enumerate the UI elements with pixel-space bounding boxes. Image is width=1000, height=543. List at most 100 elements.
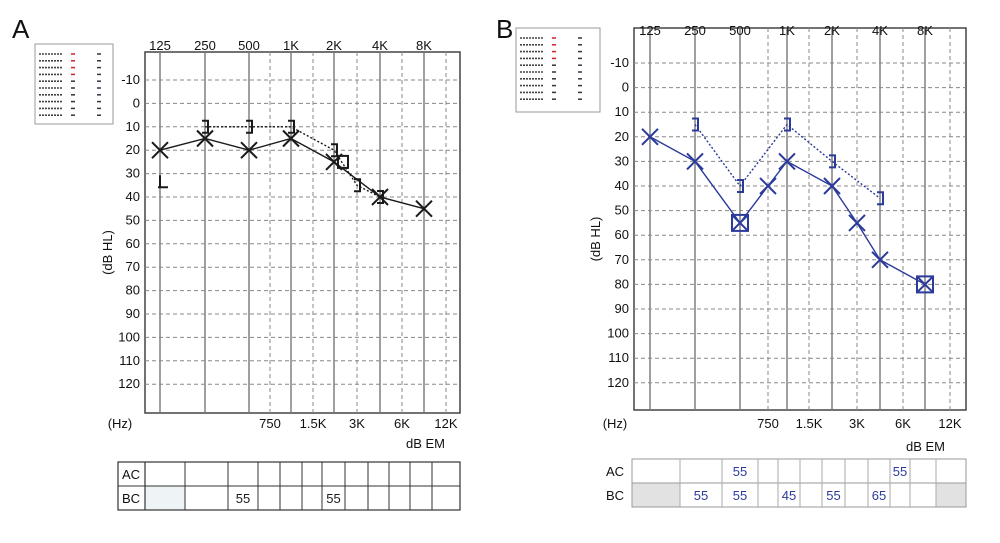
marker-stroke	[282, 129, 300, 148]
table-cell-value: 55	[326, 491, 340, 506]
plot-frame	[633, 27, 967, 411]
data-point-square	[337, 154, 349, 169]
y-tick-label: 110	[119, 353, 140, 368]
marker-stroke	[246, 119, 253, 134]
data-point-x	[282, 129, 300, 148]
y-tick-label: 50	[615, 203, 629, 218]
freq-label-top: 2K	[326, 38, 342, 53]
y-tick-label: -10	[610, 55, 629, 70]
panel-label: B	[496, 14, 513, 44]
plot-frame	[144, 51, 461, 414]
data-point-bracket	[692, 117, 699, 132]
y-tick-label: 120	[118, 376, 140, 391]
y-tick-label: 10	[615, 104, 629, 119]
hz-label: (Hz)	[108, 416, 133, 431]
y-tick-label: 90	[615, 301, 629, 316]
data-point-x	[778, 152, 796, 171]
freq-label-bottom: 6K	[394, 416, 410, 431]
y-tick-label: 40	[615, 178, 629, 193]
freq-label-top: 125	[149, 38, 171, 53]
y-tick-label: 40	[126, 189, 140, 204]
data-point-bracket	[377, 190, 384, 204]
table-cell-value: 55	[733, 488, 747, 503]
y-tick-label: -10	[121, 72, 140, 87]
hz-label: (Hz)	[603, 416, 628, 431]
y-tick-label: 100	[607, 326, 629, 341]
y-tick-label: 20	[615, 129, 629, 144]
freq-label-top: 2K	[824, 23, 840, 38]
y-tick-label: 120	[607, 375, 629, 390]
marker-stroke	[737, 179, 744, 193]
data-point-bracket	[829, 154, 836, 169]
freq-label-top: 125	[639, 23, 661, 38]
marker-stroke	[731, 214, 749, 232]
legend-frame	[34, 43, 114, 125]
data-point-x	[641, 128, 659, 146]
freq-label-top: 8K	[416, 38, 432, 53]
legend-box	[34, 43, 114, 125]
freq-label-top: 500	[238, 38, 260, 53]
freq-label-bottom: 1.5K	[796, 416, 823, 431]
masking-table: AC 55 55 BC 55 55 45 55 65	[606, 458, 967, 508]
freq-label-top: 4K	[872, 23, 888, 38]
data-point-bracket	[354, 178, 361, 193]
y-tick-label: 60	[615, 227, 629, 242]
series-line-1	[694, 123, 881, 199]
marker-stroke	[686, 152, 704, 171]
legend-frame	[515, 27, 601, 113]
freq-label-bottom: 3K	[849, 416, 865, 431]
marker-stroke	[759, 177, 777, 195]
data-point-bracket	[158, 175, 168, 189]
data-point-bracket	[331, 143, 338, 158]
freq-label-top: 4K	[372, 38, 388, 53]
marker-stroke	[784, 117, 791, 132]
y-tick-label: 80	[126, 283, 140, 298]
data-point-bracket	[784, 117, 791, 132]
marker-stroke	[354, 178, 361, 193]
data-point-bracket	[737, 179, 744, 193]
table-row-label: BC	[606, 488, 624, 503]
marker-stroke	[377, 190, 384, 204]
freq-label-top: 250	[684, 23, 706, 38]
freq-label-bottom: 3K	[349, 416, 365, 431]
freq-label-bottom: 1.5K	[300, 416, 327, 431]
marker-stroke	[331, 143, 338, 158]
marker-stroke	[778, 152, 796, 171]
table-row-label: AC	[122, 467, 140, 482]
freq-label-top: 250	[194, 38, 216, 53]
data-point-x	[823, 177, 841, 195]
marker-stroke	[240, 141, 258, 159]
table-cell-shade	[145, 486, 185, 510]
freq-label-bottom: 750	[259, 416, 281, 431]
freq-label-bottom: 12K	[938, 416, 961, 431]
y-tick-label: 30	[126, 166, 140, 181]
data-point-bracket	[288, 119, 295, 134]
freq-label-bottom: 750	[757, 416, 779, 431]
data-point-x	[196, 129, 214, 148]
marker-stroke	[196, 129, 214, 148]
y-axis-label: (dB HL)	[100, 230, 115, 275]
marker-stroke	[823, 177, 841, 195]
freq-label-top: 1K	[779, 23, 795, 38]
y-tick-label: 0	[622, 80, 629, 95]
masking-table: AC BC 55 55	[117, 461, 461, 511]
data-point-x	[916, 275, 934, 294]
table-cell-shade	[936, 483, 966, 507]
marker-stroke	[202, 119, 209, 134]
table-cell-value: 55	[236, 491, 250, 506]
data-point-x	[871, 251, 889, 269]
y-tick-label: 10	[126, 119, 140, 134]
y-tick-label: 20	[126, 142, 140, 157]
marker-stroke	[692, 117, 699, 132]
table-row-label: BC	[122, 491, 140, 506]
y-axis-label: (dB HL)	[588, 217, 603, 262]
x-unit-label: dB EM	[406, 436, 445, 451]
table-cell-value: 55	[733, 464, 747, 479]
y-tick-label: 70	[126, 259, 140, 274]
y-tick-label: 30	[615, 153, 629, 168]
table-cell-value: 55	[893, 464, 907, 479]
freq-label-top: 1K	[283, 38, 299, 53]
y-tick-label: 100	[118, 329, 140, 344]
